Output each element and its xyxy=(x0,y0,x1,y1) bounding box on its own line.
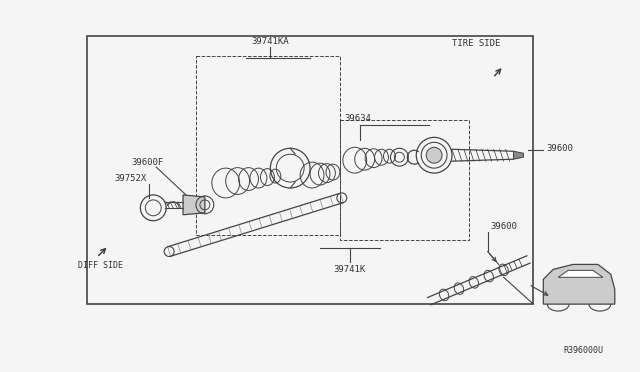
Text: 39634: 39634 xyxy=(344,114,371,123)
Text: R396000U: R396000U xyxy=(563,346,603,355)
Text: TIRE SIDE: TIRE SIDE xyxy=(452,39,500,48)
Ellipse shape xyxy=(426,147,442,163)
Bar xyxy=(196,56,340,235)
Text: 39600F: 39600F xyxy=(131,158,164,167)
Text: 39600: 39600 xyxy=(491,222,518,231)
Text: 39741KA: 39741KA xyxy=(252,36,289,46)
Text: 39741K: 39741K xyxy=(333,265,366,274)
Text: 39600: 39600 xyxy=(547,144,573,153)
Polygon shape xyxy=(513,151,524,159)
Polygon shape xyxy=(558,270,603,277)
Text: DIFF SIDE: DIFF SIDE xyxy=(78,261,123,270)
Bar xyxy=(87,36,533,304)
Text: 39752X: 39752X xyxy=(115,174,147,183)
Polygon shape xyxy=(183,195,205,215)
Polygon shape xyxy=(543,264,615,304)
Bar xyxy=(340,121,469,240)
